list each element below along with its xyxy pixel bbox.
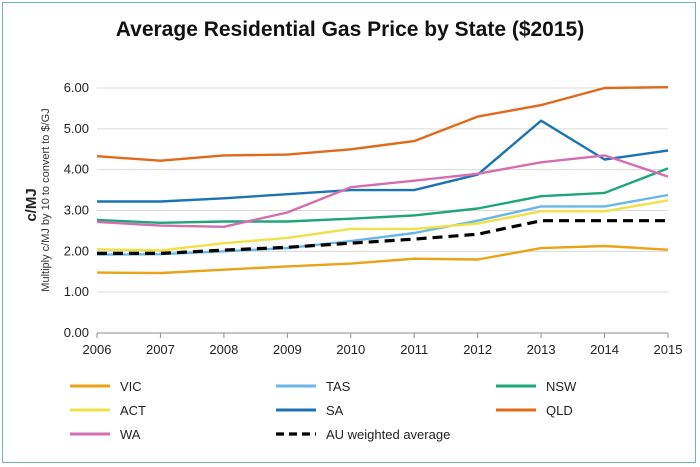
x-tick-label: 2013 [527, 342, 556, 357]
y-tick-label: 6.00 [64, 80, 89, 95]
legend-label: TAS [326, 379, 351, 394]
chart-title: Average Residential Gas Price by State (… [115, 18, 585, 41]
series-line-act [96, 199, 669, 252]
x-tick-label: 2008 [209, 342, 238, 357]
x-tick-label: 2012 [463, 342, 492, 357]
legend-item: VIC [70, 379, 142, 394]
x-tick-label: 2006 [83, 342, 112, 357]
legend-item: AU weighted average [276, 427, 450, 442]
x-tick-label: 2011 [400, 342, 428, 357]
series-line-tas [96, 193, 669, 256]
legend-item: NSW [496, 379, 577, 394]
x-tick-label: 2010 [336, 342, 365, 357]
x-tick-label: 2014 [590, 342, 619, 357]
series-line-qld [96, 86, 669, 162]
chart-frame [2, 2, 696, 463]
x-tick-label: 2009 [273, 342, 302, 357]
y-tick-label: 0.00 [64, 325, 89, 340]
legend-label: SA [326, 403, 344, 418]
legend-label: ACT [120, 403, 146, 418]
x-tick-label: 2007 [146, 342, 175, 357]
legend-label: QLD [546, 403, 573, 418]
legend-item: ACT [70, 403, 146, 418]
legend-item: QLD [496, 403, 573, 418]
y-tick-label: 4.00 [64, 162, 89, 177]
series-line-nsw [96, 167, 669, 225]
y-tick-label: 1.00 [64, 284, 89, 299]
y-tick-labels: 0.00 1.00 2.00 3.00 4.00 5.00 6.00 [64, 80, 89, 340]
legend-label: WA [120, 427, 141, 442]
axes [96, 332, 669, 338]
series-line-sa [97, 119, 669, 203]
y-axis-note: Multiply c/MJ by 10 to convert to $/GJ [40, 108, 52, 291]
legend: VIC TAS NSW ACT SA QLD WA AU weighted average [70, 379, 577, 442]
x-tick-label: 2015 [654, 342, 683, 357]
y-tick-label: 5.00 [64, 121, 89, 136]
legend-label: NSW [546, 379, 577, 394]
x-tick-labels: 2006 2007 2008 2009 2010 2011 2012 2013 2014 2015 [83, 342, 683, 357]
series-lines [96, 86, 669, 275]
series-line-vic [96, 244, 669, 275]
legend-item: SA [276, 403, 344, 418]
legend-label: AU weighted average [326, 427, 450, 442]
y-axis-label: c/MJ [23, 188, 40, 221]
y-tick-label: 2.00 [64, 243, 89, 258]
series-line-wa [96, 154, 669, 229]
legend-item: TAS [276, 379, 351, 394]
legend-label: VIC [120, 379, 142, 394]
legend-item: WA [70, 427, 141, 442]
y-tick-label: 3.00 [64, 203, 89, 218]
